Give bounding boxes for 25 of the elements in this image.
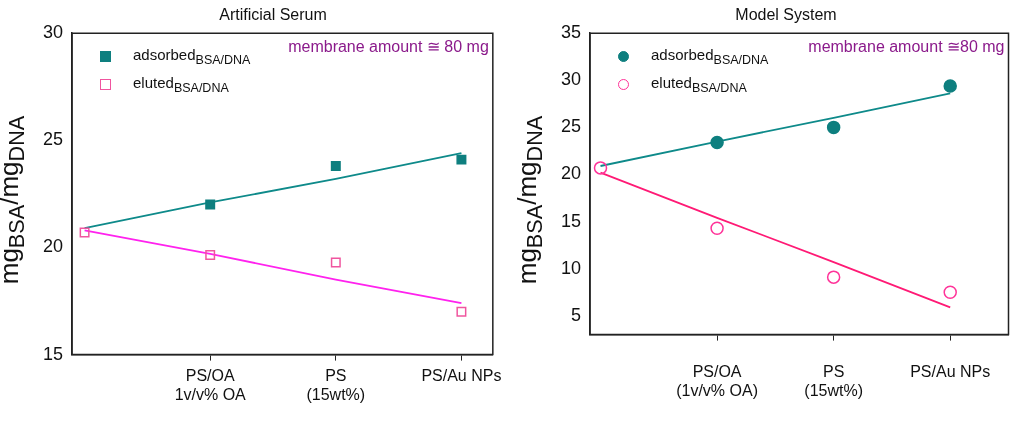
x-tick-label: PS/Au NPs xyxy=(910,362,991,380)
annotation: membrane amount ≅80 mg xyxy=(808,37,1005,55)
annotation: membrane amount ≅ 80 mg xyxy=(288,37,489,55)
y-tick-label: 25 xyxy=(42,129,64,150)
chart-title: Model System xyxy=(735,6,837,24)
y-tick-label: 5 xyxy=(571,304,582,325)
y-tick-label: 10 xyxy=(560,257,582,278)
legend-label: eluted$_{BSA/DNA}$ xyxy=(133,73,229,95)
y-tick-label: 15 xyxy=(42,343,64,364)
chart-title: Artificial Serum xyxy=(219,6,327,24)
y-tick-label: 30 xyxy=(42,22,64,43)
legend-label: adsorbed$_{BSA/DNA}$ xyxy=(651,45,769,67)
legend-label: eluted$_{BSA/DNA}$ xyxy=(651,73,747,95)
x-tick-label: PS (15wt%) xyxy=(306,366,366,403)
y-tick-label: 20 xyxy=(42,236,64,257)
y-tick-label: 30 xyxy=(560,69,582,90)
x-tick-label: PS/OA 1v/v% OA xyxy=(174,366,247,403)
x-tick-label: PS/OA (1v/v% OA) xyxy=(676,362,758,399)
x-tick-label: PS (15wt%) xyxy=(804,362,863,399)
y-tick-label: 15 xyxy=(560,210,582,231)
y-tick-label: 35 xyxy=(560,22,582,43)
legend-label: adsorbed$_{BSA/DNA}$ xyxy=(133,45,251,67)
y-tick-label: 25 xyxy=(560,116,582,137)
x-tick-label: PS/Au NPs xyxy=(421,366,502,384)
y-tick-label: 20 xyxy=(560,163,582,184)
